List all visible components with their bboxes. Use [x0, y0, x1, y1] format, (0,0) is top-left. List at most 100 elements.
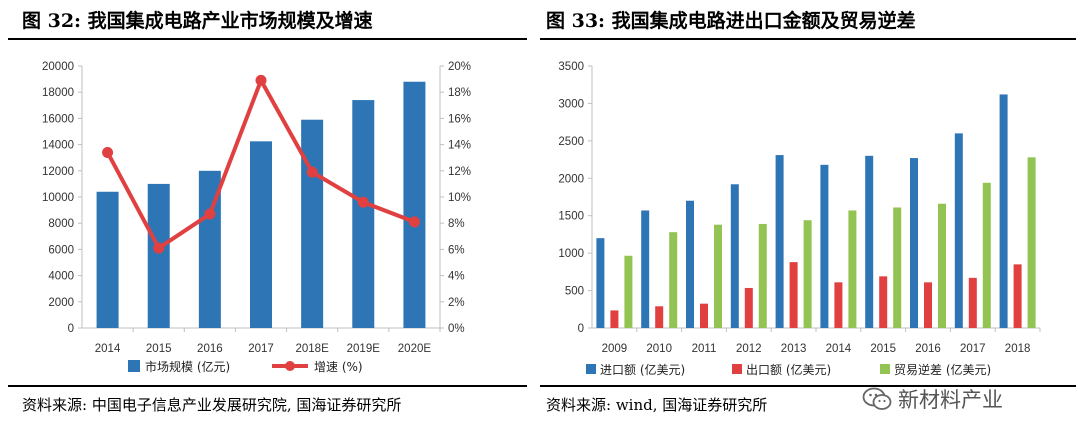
market-size-bar [96, 191, 119, 328]
growth-point [102, 146, 114, 158]
x-tick-label: 2013 [781, 343, 807, 355]
x-tick-label: 2019E [347, 343, 381, 355]
trade-deficit-bar [803, 220, 812, 328]
x-tick-label: 2016 [915, 343, 941, 355]
y2-tick-label: 10% [448, 192, 471, 204]
growth-point [408, 216, 420, 228]
y-tick-label: 500 [565, 286, 584, 298]
trade-deficit-bar [624, 255, 633, 328]
x-tick-label: 2015 [146, 343, 172, 355]
left-top-rule [8, 38, 527, 40]
left-figure-panel: 图 32: 我国集成电路产业市场规模及增速 0 2000 4000 6000 8000 1… [0, 0, 535, 444]
y2-tick-label: 2% [448, 297, 465, 309]
legend-swatch-import [586, 364, 596, 374]
y2-tick-label: 16% [448, 113, 471, 125]
trade-chart: 0 500 1000 1500 2000 2500 3000 3500 2009 2010 2011… [558, 61, 1041, 377]
market-size-bar [147, 183, 170, 328]
trade-deficit-bar [758, 223, 767, 328]
watermark: 新材料产业 [862, 382, 1003, 416]
y-tick-label: 0 [578, 323, 584, 335]
y2-tick-label: 0% [448, 323, 465, 335]
x-tick-label: 2011 [692, 343, 717, 355]
import-bar [730, 184, 739, 328]
import-bar [820, 164, 829, 328]
y-tick-label: 4000 [48, 271, 74, 283]
trade-deficit-bar [982, 182, 991, 328]
growth-point [204, 208, 216, 220]
market-size-bar [198, 170, 221, 328]
y-tick-label: 18000 [42, 87, 74, 99]
export-bar [1013, 264, 1022, 328]
y-tick-label: 14000 [42, 140, 74, 152]
y-tick-label: 6000 [48, 244, 74, 256]
trade-deficit-bar [669, 232, 678, 328]
import-bar [641, 210, 650, 328]
import-bar [596, 238, 605, 328]
y-tick-label: 3500 [558, 61, 584, 73]
import-bar [775, 155, 784, 328]
x-tick-label: 2012 [736, 343, 762, 355]
legend-label-market-size: 市场规模 (亿元) [145, 359, 230, 374]
watermark-text: 新材料产业 [898, 388, 1003, 412]
export-bar [655, 306, 664, 328]
market-size-bar [250, 141, 272, 328]
wechat-icon [862, 387, 892, 410]
right-figure-title: 图 33: 我国集成电路进出口金额及贸易逆差 [546, 10, 916, 32]
y-tick-label: 10000 [42, 192, 74, 204]
y-tick-label: 0 [68, 323, 74, 335]
y-tick-label: 2000 [558, 173, 584, 185]
market-size-chart: 0 2000 4000 6000 8000 10000 12000 14000 16000 180… [42, 61, 471, 374]
y-tick-label: 2000 [48, 297, 74, 309]
export-bar [834, 282, 843, 328]
x-tick-label: 2009 [602, 343, 628, 355]
right-bottom-rule [540, 385, 1076, 387]
y2-tick-label: 8% [448, 218, 465, 230]
market-size-bar [403, 81, 426, 328]
legend-swatch-market-size [128, 360, 140, 372]
import-bar [954, 133, 963, 328]
x-tick-label: 2014 [95, 343, 121, 355]
y2-tick-label: 14% [448, 140, 471, 152]
x-tick-label: 2020E [398, 343, 432, 355]
y-tick-label: 1500 [558, 211, 584, 223]
right-source-note: 资料来源: wind, 国海证券研究所 [546, 396, 768, 414]
y-tick-label: 3000 [558, 98, 584, 110]
y2-tick-label: 12% [448, 166, 471, 178]
x-tick-label: 2018E [296, 343, 330, 355]
growth-point [306, 166, 318, 178]
legend-label-growth: 增速 (%) [314, 360, 363, 374]
market-size-bar [301, 119, 324, 329]
x-tick-label: 2014 [826, 343, 852, 355]
import-bar [686, 200, 694, 328]
trade-deficit-bar [938, 203, 946, 328]
left-figure-title: 图 32: 我国集成电路产业市场规模及增速 [22, 10, 373, 32]
trade-deficit-bar [893, 207, 902, 328]
right-top-rule [540, 38, 1076, 40]
growth-point [255, 74, 267, 86]
right-figure-panel: 图 33: 我国集成电路进出口金额及贸易逆差 0 500 1000 1500 2000 2… [540, 0, 1080, 444]
market-size-bar [352, 100, 375, 328]
trade-deficit-bar [1027, 157, 1036, 328]
y2-tick-label: 4% [448, 271, 465, 283]
legend-label-import: 进口额 (亿美元) [600, 362, 685, 377]
export-bar [789, 262, 798, 328]
left-bottom-rule [8, 385, 527, 387]
export-bar [610, 310, 619, 328]
left-source-note: 资料来源: 中国电子信息产业发展研究院, 国海证券研究所 [22, 396, 402, 414]
x-tick-label: 2017 [248, 343, 274, 355]
y-tick-label: 2500 [558, 136, 584, 148]
export-bar [968, 277, 977, 328]
y-tick-label: 12000 [42, 166, 74, 178]
y-tick-label: 8000 [48, 218, 74, 230]
legend-label-export: 出口额 (亿美元) [746, 362, 831, 377]
x-tick-label: 2015 [870, 343, 896, 355]
legend-swatch-export [732, 364, 742, 374]
x-tick-label: 2017 [960, 343, 986, 355]
y-tick-label: 1000 [558, 248, 584, 260]
y-tick-label: 16000 [42, 113, 74, 125]
y2-tick-label: 20% [448, 61, 471, 73]
x-tick-label: 2010 [646, 343, 672, 355]
export-bar [879, 276, 888, 328]
export-bar [924, 282, 932, 328]
export-bar [700, 303, 708, 328]
